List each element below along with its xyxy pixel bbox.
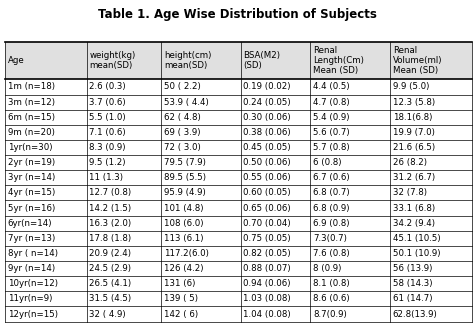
Bar (87, 276, 161, 291)
Bar (310, 170, 390, 185)
Bar (87, 140, 161, 155)
Bar (310, 261, 390, 276)
Text: 7.6 (0.8): 7.6 (0.8) (313, 249, 350, 258)
Text: 9.9 (5.0): 9.9 (5.0) (392, 82, 429, 91)
Bar (87, 125, 161, 140)
Bar (390, 216, 472, 231)
Text: 4.7 (0.8): 4.7 (0.8) (313, 98, 350, 107)
Text: 3.7 (0.6): 3.7 (0.6) (90, 98, 126, 107)
Bar (310, 291, 390, 307)
Bar (390, 261, 472, 276)
Text: 7.1 (0.6): 7.1 (0.6) (90, 128, 126, 137)
Bar (241, 246, 310, 261)
Bar (5, 125, 87, 140)
Bar (310, 42, 390, 79)
Bar (310, 216, 390, 231)
Bar (161, 42, 241, 79)
Bar (241, 231, 310, 246)
Text: 72 ( 3.0): 72 ( 3.0) (164, 143, 201, 152)
Bar (390, 246, 472, 261)
Bar (87, 170, 161, 185)
Bar (310, 140, 390, 155)
Bar (161, 246, 241, 261)
Text: 9yr (n=14): 9yr (n=14) (8, 264, 55, 273)
Text: 0.30 (0.06): 0.30 (0.06) (244, 113, 291, 122)
Text: 69 ( 3.9): 69 ( 3.9) (164, 128, 201, 137)
Text: 19.9 (7.0): 19.9 (7.0) (392, 128, 435, 137)
Text: 18.1(6.8): 18.1(6.8) (392, 113, 432, 122)
Bar (310, 110, 390, 125)
Text: 8.1 (0.8): 8.1 (0.8) (313, 279, 350, 288)
Bar (241, 307, 310, 322)
Text: 62.8(13.9): 62.8(13.9) (392, 309, 438, 318)
Text: 5.6 (0.7): 5.6 (0.7) (313, 128, 350, 137)
Bar (241, 110, 310, 125)
Bar (390, 155, 472, 170)
Text: 56 (13.9): 56 (13.9) (392, 264, 432, 273)
Text: 32 ( 4.9): 32 ( 4.9) (90, 309, 126, 318)
Text: 108 (6.0): 108 (6.0) (164, 219, 203, 228)
Bar (5, 216, 87, 231)
Text: BSA(M2)
(SD): BSA(M2) (SD) (244, 51, 281, 70)
Bar (5, 201, 87, 216)
Text: 10yr(n=12): 10yr(n=12) (8, 279, 57, 288)
Bar (87, 291, 161, 307)
Bar (161, 216, 241, 231)
Text: 126 (4.2): 126 (4.2) (164, 264, 203, 273)
Bar (161, 79, 241, 95)
Text: Renal
Length(Cm)
Mean (SD): Renal Length(Cm) Mean (SD) (313, 46, 364, 75)
Bar (161, 291, 241, 307)
Text: 2yr (n=19): 2yr (n=19) (8, 158, 55, 167)
Bar (87, 246, 161, 261)
Bar (161, 170, 241, 185)
Bar (241, 95, 310, 110)
Text: 32 (7.8): 32 (7.8) (392, 188, 427, 197)
Text: 21.6 (6.5): 21.6 (6.5) (392, 143, 435, 152)
Bar (241, 261, 310, 276)
Bar (5, 291, 87, 307)
Text: 0.75 (0.05): 0.75 (0.05) (244, 234, 291, 243)
Text: 26 (8.2): 26 (8.2) (392, 158, 427, 167)
Text: 33.1 (6.8): 33.1 (6.8) (392, 203, 435, 213)
Bar (87, 79, 161, 95)
Bar (5, 42, 87, 79)
Bar (390, 140, 472, 155)
Text: 3yr (n=14): 3yr (n=14) (8, 173, 55, 182)
Text: 31.5 (4.5): 31.5 (4.5) (90, 294, 132, 303)
Bar (5, 170, 87, 185)
Bar (161, 276, 241, 291)
Text: 0.65 (0.06): 0.65 (0.06) (244, 203, 291, 213)
Bar (241, 155, 310, 170)
Bar (161, 110, 241, 125)
Bar (390, 307, 472, 322)
Text: 89.5 (5.5): 89.5 (5.5) (164, 173, 206, 182)
Bar (310, 201, 390, 216)
Text: 8.3 (0.9): 8.3 (0.9) (90, 143, 126, 152)
Text: 34.2 (9.4): 34.2 (9.4) (392, 219, 435, 228)
Text: 31.2 (6.7): 31.2 (6.7) (392, 173, 435, 182)
Text: 101 (4.8): 101 (4.8) (164, 203, 203, 213)
Text: 139 ( 5): 139 ( 5) (164, 294, 198, 303)
Bar (241, 79, 310, 95)
Bar (87, 261, 161, 276)
Text: Table 1. Age Wise Distribution of Subjects: Table 1. Age Wise Distribution of Subjec… (98, 8, 376, 21)
Text: 0.82 (0.05): 0.82 (0.05) (244, 249, 291, 258)
Bar (87, 216, 161, 231)
Text: 8.6 (0.6): 8.6 (0.6) (313, 294, 350, 303)
Text: 5yr (n=16): 5yr (n=16) (8, 203, 55, 213)
Bar (390, 79, 472, 95)
Bar (390, 201, 472, 216)
Text: 6yr(n=14): 6yr(n=14) (8, 219, 52, 228)
Bar (161, 185, 241, 201)
Text: 142 ( 6): 142 ( 6) (164, 309, 198, 318)
Text: 5.5 (1.0): 5.5 (1.0) (90, 113, 126, 122)
Bar (241, 42, 310, 79)
Text: 1m (n=18): 1m (n=18) (8, 82, 55, 91)
Bar (390, 185, 472, 201)
Bar (5, 276, 87, 291)
Bar (5, 261, 87, 276)
Text: 24.5 (2.9): 24.5 (2.9) (90, 264, 131, 273)
Text: 8 (0.9): 8 (0.9) (313, 264, 342, 273)
Text: 5.4 (0.9): 5.4 (0.9) (313, 113, 350, 122)
Bar (5, 155, 87, 170)
